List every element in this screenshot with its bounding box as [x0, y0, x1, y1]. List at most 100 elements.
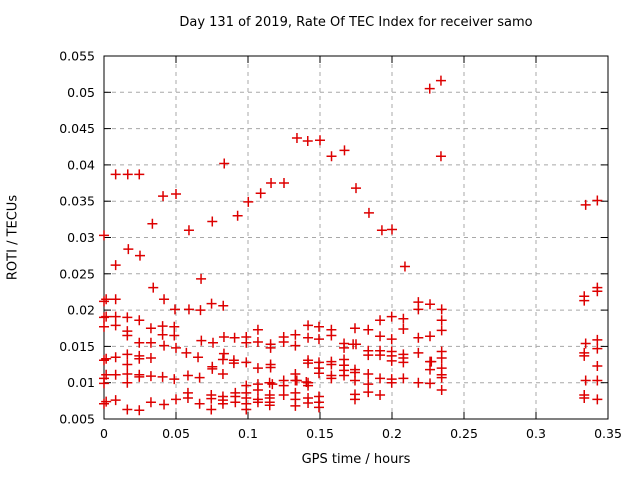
data-point-marker [363, 368, 374, 379]
data-point-marker [193, 352, 204, 363]
data-point-marker [252, 363, 263, 374]
data-point-marker [339, 145, 350, 156]
data-point-marker [580, 338, 591, 349]
data-point-marker [217, 368, 228, 379]
data-point-marker [264, 400, 275, 411]
data-point-marker [351, 183, 361, 194]
data-point-marker [134, 371, 145, 382]
data-point-marker [349, 375, 360, 386]
data-point-marker [592, 286, 603, 297]
data-point-marker [122, 169, 133, 180]
data-point-marker [291, 375, 302, 386]
data-point-marker [398, 323, 409, 334]
data-point-marker [265, 342, 276, 353]
data-point-marker [122, 404, 133, 415]
data-point-marker [386, 355, 397, 366]
y-tick-label: 0.05 [67, 85, 95, 100]
data-point-marker [171, 188, 181, 199]
data-point-marker [243, 196, 254, 207]
data-point-marker [387, 224, 397, 235]
data-point-marker [313, 402, 324, 413]
data-point-marker [290, 340, 301, 351]
x-tick-label: 0.35 [594, 426, 622, 441]
data-point-marker [592, 375, 603, 386]
data-point-marker [252, 397, 263, 408]
data-point-marker [425, 378, 436, 389]
data-point-marker [351, 339, 361, 350]
data-point-marker [122, 377, 133, 388]
data-point-marker [436, 315, 447, 326]
data-point-marker [134, 353, 145, 364]
data-point-marker [157, 371, 168, 382]
data-point-marker [579, 392, 590, 403]
data-point-marker [145, 353, 156, 364]
data-point-marker [219, 158, 230, 169]
x-tick-label: 0.15 [306, 426, 334, 441]
data-point-marker [386, 311, 397, 322]
data-point-marker [230, 397, 241, 408]
data-point-marker [110, 395, 121, 406]
chart-title: Day 131 of 2019, Rate Of TEC Index for r… [179, 15, 533, 30]
data-point-marker [110, 311, 121, 322]
data-point-marker [123, 244, 134, 255]
y-tick-label: 0.005 [59, 412, 95, 427]
data-point-marker [303, 320, 314, 331]
data-point-marker [278, 390, 289, 401]
x-axis-label: GPS time / hours [301, 452, 411, 467]
data-point-marker [580, 199, 591, 210]
data-point-marker [206, 404, 217, 415]
data-point-marker [303, 358, 314, 369]
data-point-marker [291, 133, 302, 144]
data-point-marker [110, 320, 121, 331]
data-point-marker [425, 364, 436, 375]
data-point-marker [122, 312, 133, 323]
data-point-marker [398, 357, 409, 368]
x-tick-label: 0.05 [162, 426, 190, 441]
data-point-marker [183, 304, 194, 315]
data-point-marker [313, 321, 324, 332]
data-point-marker [413, 304, 424, 315]
data-point-marker [182, 392, 193, 403]
data-point-marker [255, 188, 266, 199]
data-point-marker [169, 374, 180, 385]
data-point-marker [218, 331, 229, 342]
data-point-marker [349, 323, 360, 334]
data-point-marker [302, 135, 313, 146]
data-point-marker [375, 350, 386, 361]
data-point-marker [436, 304, 447, 315]
y-tick-label: 0.045 [59, 121, 95, 136]
data-point-marker [435, 151, 446, 162]
data-point-marker [375, 373, 386, 384]
data-point-marker [413, 377, 424, 388]
data-point-marker [110, 369, 121, 380]
data-point-marker [264, 377, 275, 388]
data-point-marker [134, 337, 145, 348]
data-point-marker [196, 335, 207, 346]
data-point-marker [241, 404, 252, 415]
y-tick-label: 0.055 [59, 49, 95, 64]
data-point-marker [376, 225, 387, 236]
y-tick-label: 0.04 [67, 157, 95, 172]
data-point-marker [122, 349, 133, 360]
data-point-marker [326, 330, 337, 341]
x-tick-label: 0 [100, 426, 108, 441]
data-point-marker [148, 282, 159, 293]
data-point-marker [195, 305, 206, 316]
data-point-marker [158, 191, 169, 202]
data-point-marker [145, 397, 156, 408]
data-point-marker [169, 304, 180, 315]
data-point-marker [241, 357, 252, 368]
data-point-marker [207, 363, 218, 374]
data-point-marker [363, 207, 374, 218]
data-point-marker [326, 373, 337, 384]
data-point-marker [183, 225, 194, 236]
data-point-marker [99, 230, 109, 241]
data-point-marker [194, 372, 205, 383]
data-point-marker [99, 321, 109, 332]
data-point-marker [579, 295, 590, 306]
x-tick-label: 0.1 [238, 426, 258, 441]
data-point-marker [99, 355, 109, 366]
data-point-marker [425, 299, 436, 310]
